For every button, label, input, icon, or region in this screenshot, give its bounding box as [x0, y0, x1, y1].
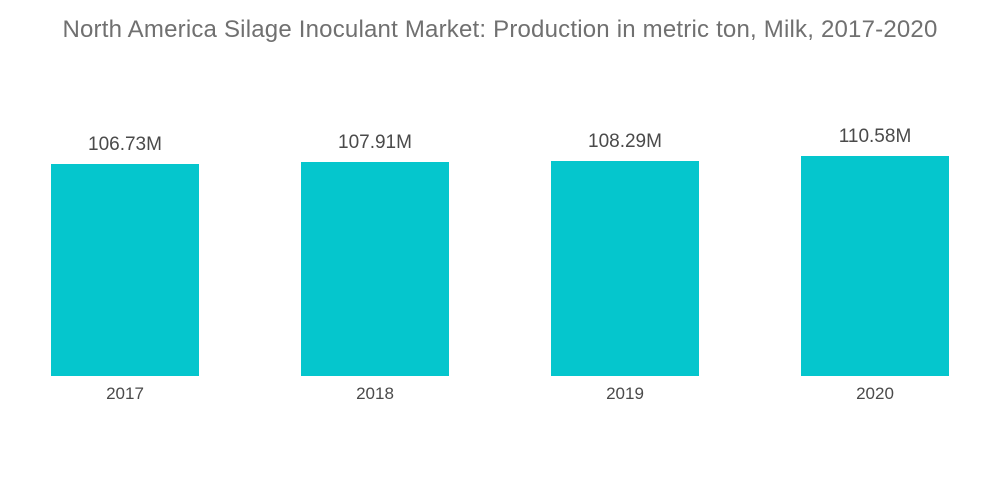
bar-value-label: 108.29M	[588, 131, 662, 152]
x-axis-label-2019: 2019	[606, 384, 644, 403]
bar-group-2017: 106.73M	[0, 56, 250, 376]
bar-2018	[301, 162, 449, 376]
x-axis-label-2020: 2020	[856, 384, 894, 403]
bar-value-label: 107.91M	[338, 132, 412, 153]
bar-2020	[801, 156, 949, 376]
bar-group-2019: 108.29M	[500, 56, 750, 376]
bar-value-label: 110.58M	[838, 126, 912, 147]
x-axis-labels: 2017 2018 2019 2020	[0, 384, 1000, 404]
bar-group-2018: 107.91M	[250, 56, 500, 376]
bars-row: 106.73M 107.91M 108.29M 110.58M	[0, 56, 1000, 376]
x-axis-label-2017: 2017	[106, 384, 144, 403]
bar-2019	[551, 161, 699, 376]
bar-group-2020: 110.58M	[750, 56, 1000, 376]
x-axis-label-2018: 2018	[356, 384, 394, 403]
bar-2017	[51, 164, 199, 376]
bar-value-label: 106.73M	[88, 134, 162, 155]
chart-title: North America Silage Inoculant Market: P…	[62, 16, 938, 43]
